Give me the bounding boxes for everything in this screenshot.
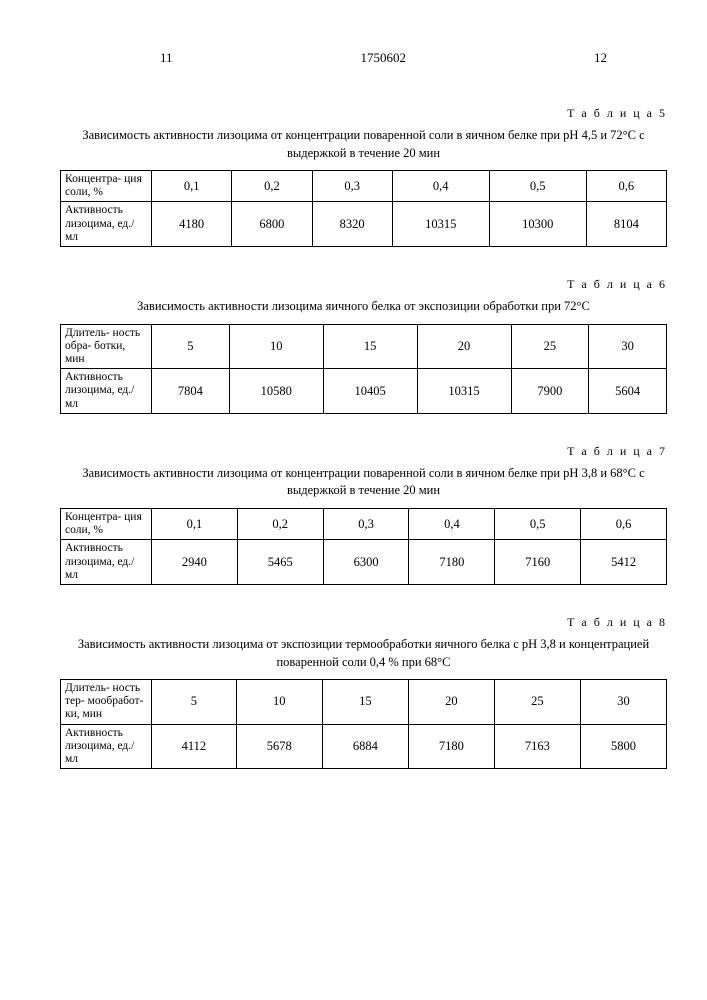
table-cell: 0,5 — [489, 171, 586, 202]
table-cell: 8320 — [312, 202, 392, 247]
table-cell: 7804 — [152, 369, 230, 414]
table5-caption: Зависимость активности лизоцима от конце… — [60, 127, 667, 162]
table-row: Активность лизоцима, ед./мл 4180 6800 83… — [61, 202, 667, 247]
table-cell: 0,6 — [581, 508, 667, 539]
table-cell: 7180 — [409, 540, 495, 585]
page-number-left: 11 — [160, 50, 173, 66]
table-cell: 0,3 — [312, 171, 392, 202]
table-cell: 10 — [236, 680, 322, 725]
table-cell: 0,2 — [237, 508, 323, 539]
table5: Концентра- ция соли, % 0,1 0,2 0,3 0,4 0… — [60, 170, 667, 247]
table-cell: 7163 — [494, 724, 580, 769]
table-cell: 30 — [589, 324, 667, 369]
table-cell: 5678 — [236, 724, 322, 769]
table-cell: 0,4 — [409, 508, 495, 539]
table-cell: 6800 — [232, 202, 312, 247]
table-cell: 0,1 — [152, 171, 232, 202]
table6-section: Т а б л и ц а 6 Зависимость активности л… — [60, 277, 667, 414]
table-row: Длитель- ность тер- мообработ- ки, мин 5… — [61, 680, 667, 725]
table8-label: Т а б л и ц а 8 — [60, 615, 667, 630]
table-cell: 5800 — [580, 724, 666, 769]
table-cell: 7160 — [495, 540, 581, 585]
page-number-right: 12 — [594, 50, 607, 66]
table-cell: 15 — [322, 680, 408, 725]
table-cell: 10315 — [417, 369, 511, 414]
table-cell: 10300 — [489, 202, 586, 247]
table-cell: 20 — [417, 324, 511, 369]
table-cell: 0,5 — [495, 508, 581, 539]
table-row: Активность лизоцима, ед./мл 2940 5465 63… — [61, 540, 667, 585]
table-cell: 0,1 — [152, 508, 238, 539]
table-cell: 10580 — [229, 369, 323, 414]
table-cell: 7900 — [511, 369, 589, 414]
table-cell: 5 — [152, 680, 237, 725]
table-cell: 0,6 — [586, 171, 666, 202]
table7-section: Т а б л и ц а 7 Зависимость активности л… — [60, 444, 667, 585]
table-cell: 25 — [511, 324, 589, 369]
table-cell: 6884 — [322, 724, 408, 769]
table8-section: Т а б л и ц а 8 Зависимость активности л… — [60, 615, 667, 769]
table-cell: 5604 — [589, 369, 667, 414]
table-row: Концентра- ция соли, % 0,1 0,2 0,3 0,4 0… — [61, 508, 667, 539]
document-number: 1750602 — [361, 50, 407, 66]
table5-label: Т а б л и ц а 5 — [60, 106, 667, 121]
table-cell: 10 — [229, 324, 323, 369]
table-cell: 10405 — [323, 369, 417, 414]
row-header-duration: Длитель- ность обра- ботки, мин — [61, 324, 152, 369]
table-row: Активность лизоцима, ед./мл 4112 5678 68… — [61, 724, 667, 769]
table-row: Концентра- ция соли, % 0,1 0,2 0,3 0,4 0… — [61, 171, 667, 202]
table6-caption: Зависимость активности лизоцима яичного … — [60, 298, 667, 316]
table-cell: 0,3 — [323, 508, 409, 539]
table-row: Активность лизоцима, ед./мл 7804 10580 1… — [61, 369, 667, 414]
table-cell: 30 — [580, 680, 666, 725]
table-cell: 0,4 — [392, 171, 489, 202]
table-cell: 10315 — [392, 202, 489, 247]
table5-section: Т а б л и ц а 5 Зависимость активности л… — [60, 106, 667, 247]
table-cell: 20 — [408, 680, 494, 725]
table7-caption: Зависимость активности лизоцима от конце… — [60, 465, 667, 500]
row-header-activity: Активность лизоцима, ед./мл — [61, 202, 152, 247]
table-cell: 4180 — [152, 202, 232, 247]
table-cell: 15 — [323, 324, 417, 369]
row-header-conc: Концентра- ция соли, % — [61, 171, 152, 202]
row-header-activity: Активность лизоцима, ед./мл — [61, 540, 152, 585]
table-cell: 5 — [152, 324, 230, 369]
row-header-duration-long: Длитель- ность тер- мообработ- ки, мин — [61, 680, 152, 725]
row-header-activity: Активность лизоцима, ед./мл — [61, 369, 152, 414]
table-cell: 7180 — [408, 724, 494, 769]
table-cell: 6300 — [323, 540, 409, 585]
table-cell: 0,2 — [232, 171, 312, 202]
row-header-conc: Концентра- ция соли, % — [61, 508, 152, 539]
table-cell: 8104 — [586, 202, 666, 247]
row-header-activity: Активность лизоцима, ед./мл — [61, 724, 152, 769]
page-header: 11 1750602 12 — [60, 50, 667, 66]
table8-caption: Зависимость активности лизоцима от экспо… — [60, 636, 667, 671]
table6-label: Т а б л и ц а 6 — [60, 277, 667, 292]
table-cell: 4112 — [152, 724, 237, 769]
table-cell: 5465 — [237, 540, 323, 585]
table-cell: 5412 — [581, 540, 667, 585]
table7-label: Т а б л и ц а 7 — [60, 444, 667, 459]
table-cell: 25 — [494, 680, 580, 725]
table-row: Длитель- ность обра- ботки, мин 5 10 15 … — [61, 324, 667, 369]
table8: Длитель- ность тер- мообработ- ки, мин 5… — [60, 679, 667, 769]
table-cell: 2940 — [152, 540, 238, 585]
table6: Длитель- ность обра- ботки, мин 5 10 15 … — [60, 324, 667, 414]
table7: Концентра- ция соли, % 0,1 0,2 0,3 0,4 0… — [60, 508, 667, 585]
